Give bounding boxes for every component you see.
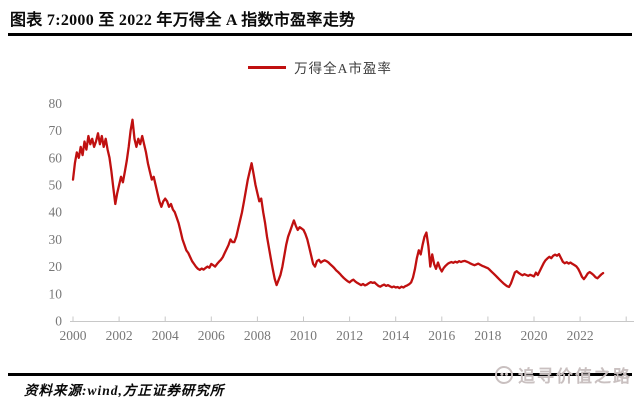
pe-line-series	[71, 118, 605, 290]
y-tick-label: 30	[49, 232, 63, 247]
x-tick-label: 2000	[60, 328, 87, 343]
legend-line-swatch	[248, 65, 287, 69]
footer-rule	[8, 373, 632, 376]
x-tick-label: 2006	[198, 328, 225, 343]
figure-title: 图表 7:2000 至 2022 年万得全 A 指数市盈率走势	[10, 12, 356, 29]
watermark-logo-icon	[495, 365, 513, 384]
legend-label: 万得全A市盈率	[294, 61, 392, 76]
chart-legend: 万得全A市盈率	[0, 57, 640, 77]
y-tick-label: 10	[49, 286, 63, 301]
title-rule	[8, 33, 632, 36]
x-tick-label: 2018	[474, 328, 501, 343]
y-tick-label: 20	[49, 259, 63, 274]
x-tick-label: 2004	[152, 328, 179, 343]
watermark: 追寻价值之路	[495, 362, 632, 387]
x-tick-label: 2010	[290, 328, 317, 343]
x-tick-label: 2020	[521, 328, 548, 343]
x-tick-label: 2008	[244, 328, 271, 343]
x-tick-label: 2002	[106, 328, 133, 343]
x-tick-label: 2012	[336, 328, 363, 343]
y-tick-label: 0	[55, 314, 62, 329]
x-tick-label: 2022	[567, 328, 594, 343]
y-tick-label: 40	[49, 205, 63, 220]
watermark-text: 追寻价值之路	[518, 367, 632, 386]
y-tick-label: 80	[49, 96, 63, 111]
y-tick-label: 60	[49, 150, 63, 165]
source-note: 资料来源:wind,方正证券研究所	[24, 383, 225, 398]
x-tick-label: 2014	[382, 328, 409, 343]
y-tick-label: 50	[49, 178, 63, 193]
x-tick-label: 2016	[428, 328, 455, 343]
y-tick-label: 70	[49, 123, 63, 138]
